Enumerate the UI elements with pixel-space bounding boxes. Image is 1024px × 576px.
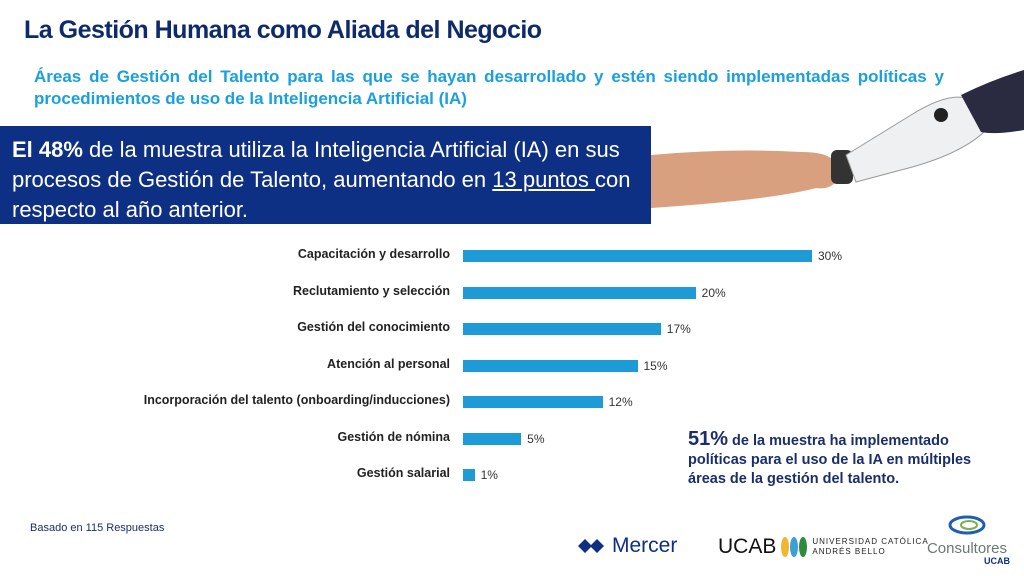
bar [463,250,812,262]
category-label: Reclutamiento y selección [292,283,450,298]
data-label: 5% [527,431,545,446]
mercer-mark-icon [578,539,604,553]
consultores-ucab-logo: Consultores UCAB [924,514,1010,566]
banner-underlined: 13 puntos [492,167,596,192]
category-label: Atención al personal [327,356,450,371]
banner-text-end: con respecto al año anterior. [12,167,631,222]
data-label: 20% [701,285,726,300]
robot-human-fist-bump-image [651,70,1024,208]
bar-chart: Capacitación y desarrollo 30% Reclutamient… [0,240,1024,500]
page-title: La Gestión Humana como Aliada del Negoci… [24,16,542,44]
data-label: 12% [608,395,633,409]
bar [463,396,603,408]
category-label: Gestión salarial [356,466,450,480]
bar [463,432,522,445]
category-label: Capacitación y desarrollo [297,247,450,261]
bar [463,359,638,372]
data-label: 15% [643,358,668,373]
note-big-number: 51% [688,428,729,450]
note-body: de la muestra ha implementado políticas … [688,433,972,487]
base-note: Basado en 115 Respuestas [30,522,165,534]
category-label: Gestión de nómina [337,429,450,444]
category-label: Gestión del conocimiento [297,320,450,334]
highlight-banner: El 48% de la muestra utiliza la Intelige… [0,126,651,224]
bar [463,323,661,335]
consultores-swirl-icon [948,515,986,535]
data-label: 30% [818,249,843,263]
bar [463,469,475,481]
subtitle: Áreas de Gestión del Talento para las qu… [34,67,944,108]
banner-lead: El 48% [12,137,83,162]
bar [463,286,696,299]
ucab-logo: UCAB UNIVERSIDAD CATÓLICA ANDRÉS BELLO [718,535,929,558]
ucab-mark-icon [781,537,808,557]
data-label: 1% [480,468,498,482]
data-label: 17% [666,322,691,336]
category-label: Incorporación del talento (onboarding/in… [143,393,450,407]
mercer-logo: Mercer [576,534,677,558]
note-text: 51% de la muestra ha implementado políti… [688,428,988,489]
banner-text: de la muestra utiliza la Inteligencia Ar… [12,137,620,192]
